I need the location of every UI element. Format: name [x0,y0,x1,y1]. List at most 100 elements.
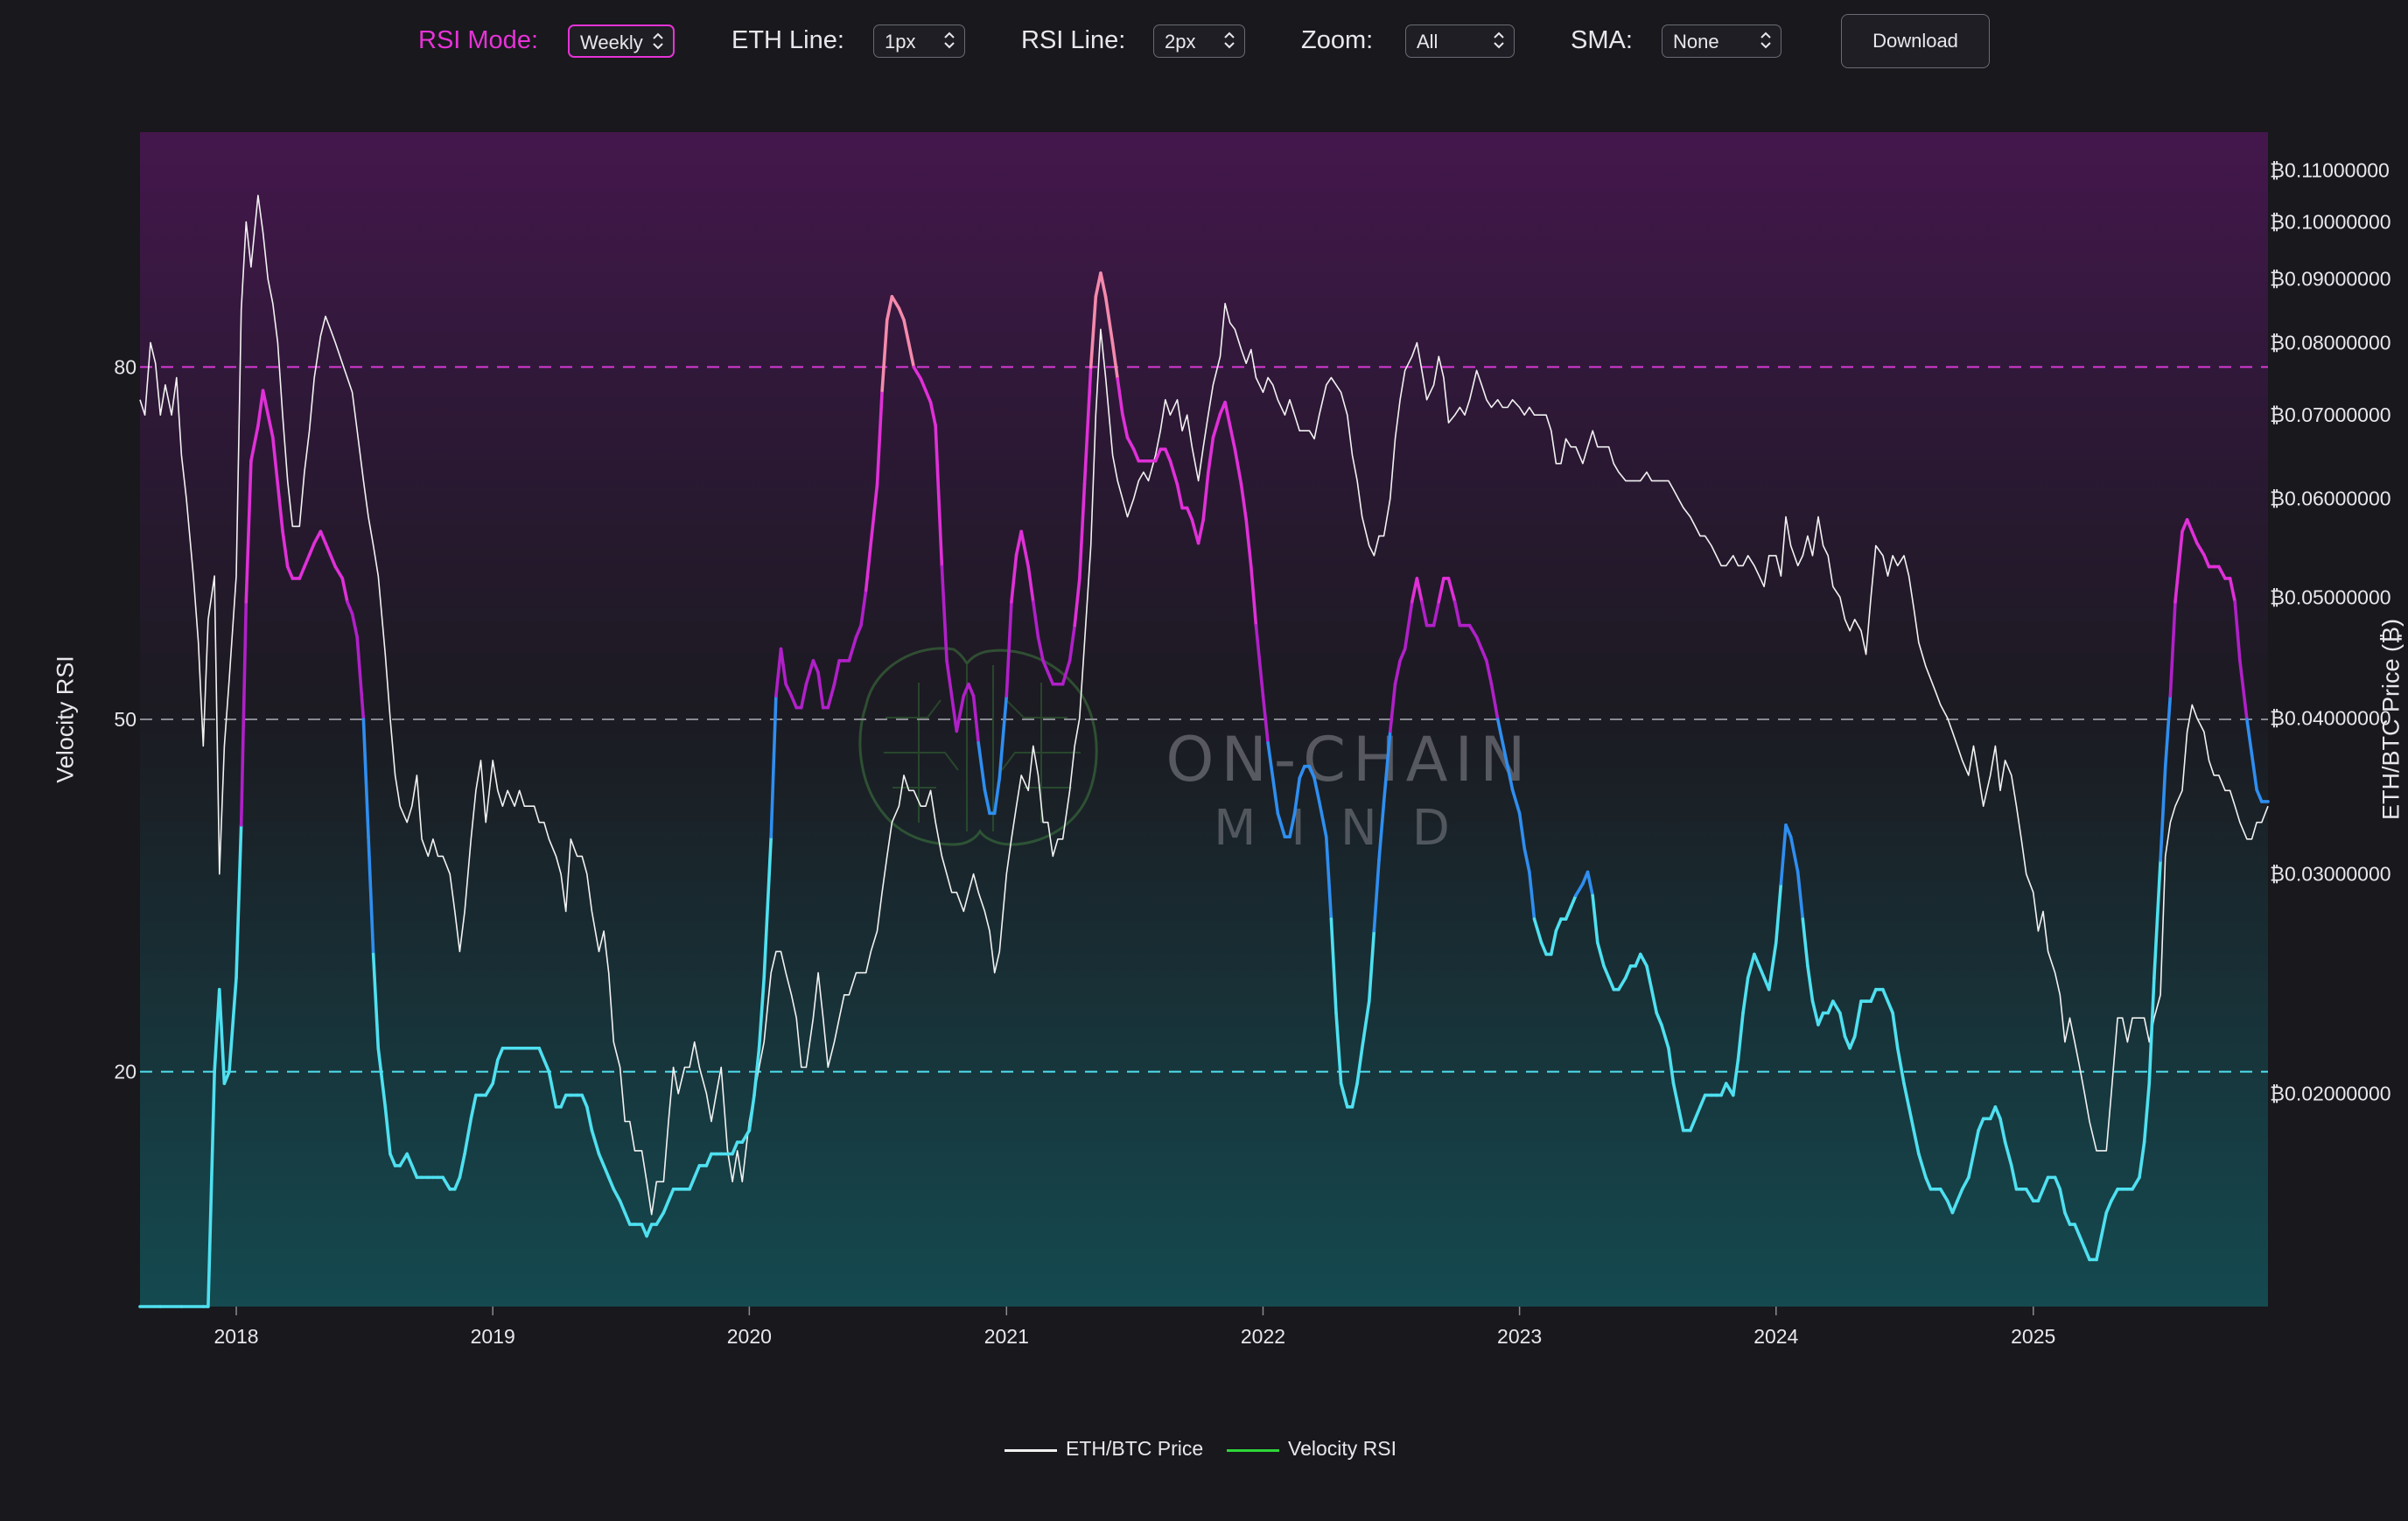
legend-item-eth[interactable]: ETH/BTC Price [1066,1437,1204,1460]
rsi-segment [2138,1140,2146,1180]
rsi-segment [1307,764,1316,780]
rsi-segment [469,1093,478,1121]
rsi-segment [1078,482,1087,580]
rsi-segment [361,718,370,839]
rsi-segment [1753,952,1761,968]
eth-btc-price-line [139,194,2269,1216]
rsi-segment [270,436,280,487]
rsi-segment [281,529,290,569]
rsi-segment [1432,599,1441,627]
rsi-segment [1554,917,1563,933]
legend-item-rsi[interactable]: Velocity RSI [1288,1437,1396,1460]
rsi-segment [1019,529,1031,569]
rsi-segment [1788,835,1800,874]
rsi-segment [976,741,987,792]
rsi-segment [1099,271,1108,298]
rsi-segment [1211,412,1222,439]
rsi-segment [1350,1082,1359,1109]
rsi-segment [371,952,381,1050]
rsi-segment [1207,436,1215,474]
rsi-segment [1312,776,1321,803]
rsi-segment [1971,1128,1980,1156]
rsi-segment [774,647,783,697]
rsi-segment [324,541,332,557]
rsi-segment [816,670,825,710]
rsi-segment [2190,529,2199,545]
rsi-segment [692,1164,702,1180]
rsi-segment [854,623,863,639]
velocity-rsi-series [138,271,2270,1308]
rsi-segment [261,389,270,416]
rsi-segment [1741,976,1750,1015]
chevron-updown-icon [1224,32,1235,49]
rsi-segment [383,1105,392,1156]
chevron-updown-icon [653,32,663,50]
chevron-updown-icon [944,32,955,49]
rsi-segment [1891,1011,1900,1050]
rsi-segment [1638,952,1648,968]
rsi-segment [934,424,944,569]
rsi-segment [1073,577,1082,627]
rsi-segment [1917,1152,1928,1180]
rsi-segment [2082,1246,2091,1262]
rsi-segment [1036,635,1045,662]
rsi-segment [1757,964,1766,980]
rsi-segment [1367,929,1376,1003]
rsi-segment [784,682,794,697]
rsi-segment [2174,529,2184,604]
eth-line-select[interactable]: 1px [873,25,965,58]
rsi-segment [2238,659,2249,721]
rsi-segment [1415,577,1424,604]
rsi-segment [1645,964,1654,992]
rsi-segment [1185,506,1194,522]
rsi-segment [859,588,868,627]
rsi-mode-select[interactable]: Weekly [568,25,675,58]
rsi-segment [398,1152,410,1167]
rsi-segment [789,694,798,710]
rsi-segment [312,529,323,545]
zoom-label: Zoom: [1301,26,1374,54]
rsi-segment [1292,776,1302,816]
rsi-segment [1676,1105,1685,1132]
rsi-segment [2159,764,2167,862]
rsi-segment [1736,1011,1745,1062]
rsi-segment [826,682,836,710]
rsi-segment [1649,987,1659,1015]
rsi-segment [1532,917,1544,944]
rsi-segment [405,1152,414,1167]
rsi-segment [1912,1128,1921,1156]
rsi-segment [2036,1188,2045,1203]
rsi-segment [1510,788,1522,816]
rsi-segment [1993,1105,2002,1121]
rsi-segment [971,694,980,745]
download-button[interactable]: Download [1841,14,1990,68]
rsi-segment [1164,447,1172,463]
rsi-segment [1480,647,1488,662]
rsi-segment [217,987,227,1085]
y-right-tick-label: ₿0.11000000 [2270,158,2390,181]
rsi-segment [206,1069,216,1308]
y-right-tick-label: ₿0.10000000 [2270,210,2391,233]
rsi-segment [1270,776,1280,816]
rsi-segment [1667,1046,1676,1085]
zoom-select[interactable]: All [1405,25,1515,58]
rsi-segment [949,694,959,733]
rsi-segment [2053,1175,2062,1191]
rsi-segment [1088,295,1098,369]
rsi-segment [1153,447,1163,463]
rsi-segment [2233,599,2242,662]
rsi-line-select[interactable]: 2px [1153,25,1245,58]
y-right-tick-label: ₿0.07000000 [2270,403,2391,426]
rsi-segment [623,1210,632,1226]
y-left-tick-label: 50 [114,708,136,731]
sma-select[interactable]: None [1662,25,1782,58]
rsi-segment [667,1188,676,1203]
x-tick-label: 2021 [984,1325,1029,1348]
rsi-segment [484,1082,494,1097]
rsi-segment [228,976,238,1074]
rsi-segment [998,694,1009,780]
legend: ETH/BTC Price Velocity RSI [0,1437,2408,1463]
rsi-segment [1403,599,1414,651]
sma-value: None [1673,31,1719,53]
rsi-segment [1977,1117,1985,1132]
